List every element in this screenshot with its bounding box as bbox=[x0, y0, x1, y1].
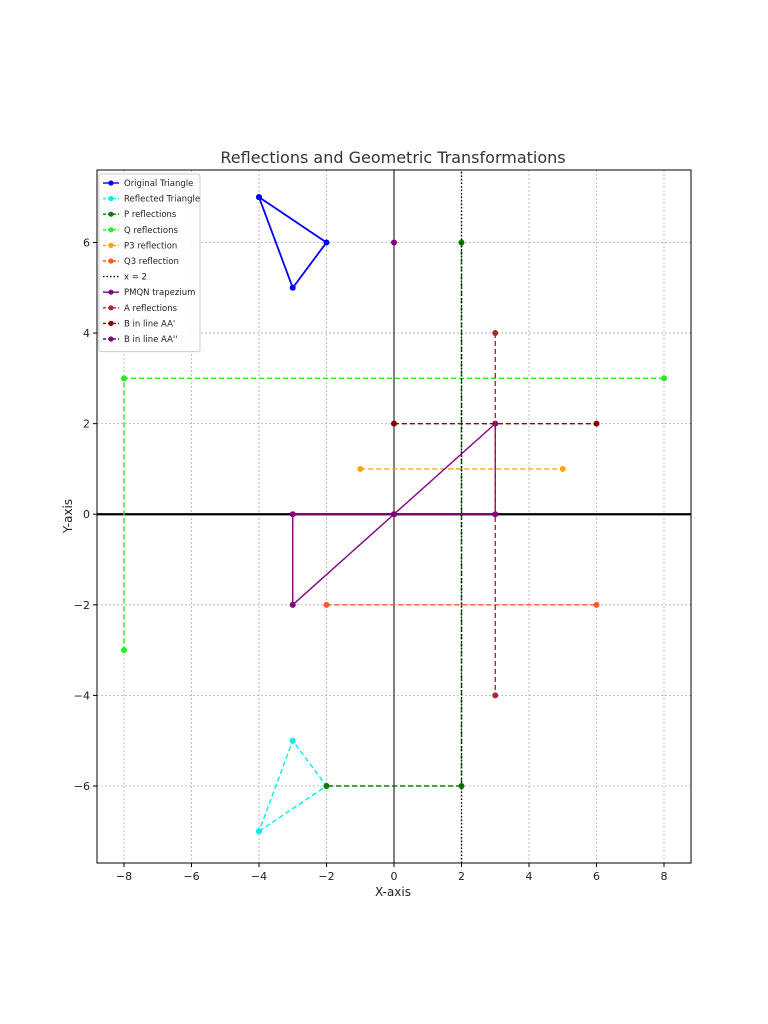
legend-marker bbox=[108, 336, 114, 342]
legend-marker bbox=[108, 180, 114, 186]
legend-marker bbox=[108, 196, 114, 202]
legend-label: P reflections bbox=[124, 210, 177, 220]
series-0 bbox=[256, 194, 330, 291]
legend-marker bbox=[108, 289, 114, 295]
series-7 bbox=[289, 420, 499, 608]
data-point bbox=[289, 284, 296, 291]
legend-label: Reflected Triangle bbox=[124, 195, 200, 205]
data-point bbox=[661, 375, 667, 382]
data-point bbox=[357, 465, 364, 472]
series-line bbox=[258, 739, 328, 832]
y-tick-label: 4 bbox=[83, 327, 90, 340]
legend-marker bbox=[108, 305, 114, 311]
y-tick-label: −4 bbox=[74, 689, 90, 702]
legend-marker bbox=[108, 258, 114, 264]
data-point bbox=[121, 375, 127, 382]
series-4 bbox=[357, 465, 566, 472]
series-line bbox=[258, 196, 328, 290]
x-tick-label: 2 bbox=[458, 870, 465, 883]
data-point bbox=[492, 511, 499, 518]
legend-label: B in line AA' bbox=[124, 319, 175, 329]
legend-label: Q3 reflection bbox=[124, 257, 179, 267]
data-point bbox=[323, 601, 330, 608]
legend-label: Q reflections bbox=[124, 226, 178, 236]
legend-marker bbox=[108, 242, 114, 248]
chart-title: Reflections and Geometric Transformation… bbox=[220, 148, 565, 167]
data-point bbox=[391, 420, 397, 427]
data-point bbox=[289, 601, 296, 608]
legend: Original Triangle Reflected Triangle P ref… bbox=[98, 173, 201, 353]
series-5 bbox=[323, 601, 600, 608]
x-tick-label: 8 bbox=[661, 870, 668, 883]
legend-label: PMQN trapezium bbox=[124, 288, 195, 298]
legend-label: A reflections bbox=[124, 304, 178, 314]
x-tick-label: −2 bbox=[318, 870, 334, 883]
data-point bbox=[492, 692, 499, 699]
data-point bbox=[289, 737, 296, 744]
series-8 bbox=[492, 330, 499, 699]
x-tick-label: 0 bbox=[391, 870, 398, 883]
x-tick-label: −8 bbox=[116, 870, 132, 883]
series-3 bbox=[121, 375, 667, 654]
legend-label: x = 2 bbox=[124, 273, 147, 283]
data-point bbox=[323, 239, 330, 246]
series-10 bbox=[391, 239, 397, 246]
legend-marker bbox=[108, 227, 114, 233]
x-tick-label: −6 bbox=[183, 870, 199, 883]
data-point bbox=[256, 194, 262, 201]
data-point bbox=[121, 647, 127, 654]
data-point bbox=[323, 783, 330, 789]
y-axis-label: Y-axis bbox=[61, 499, 75, 534]
y-tick-label: −6 bbox=[74, 780, 90, 793]
y-tick-label: 0 bbox=[83, 508, 90, 521]
data-point bbox=[593, 420, 600, 427]
data-point bbox=[559, 465, 566, 472]
legend-marker bbox=[108, 211, 114, 217]
data-point bbox=[289, 511, 296, 518]
x-tick-label: 6 bbox=[593, 870, 600, 883]
data-point bbox=[492, 330, 499, 337]
x-tick-label: −4 bbox=[251, 870, 267, 883]
legend-label: Original Triangle bbox=[124, 179, 193, 189]
legend-box bbox=[98, 173, 201, 353]
series-layer bbox=[121, 170, 667, 863]
data-point bbox=[593, 601, 600, 608]
y-tick-label: 2 bbox=[83, 418, 90, 431]
series-line bbox=[326, 242, 463, 787]
data-point bbox=[391, 239, 397, 246]
data-point bbox=[256, 828, 262, 835]
y-tick-label: −2 bbox=[74, 599, 90, 612]
y-tick-label: 6 bbox=[83, 236, 90, 249]
legend-label: B in line AA'' bbox=[124, 335, 178, 345]
x-tick-label: 4 bbox=[526, 870, 533, 883]
data-point bbox=[391, 511, 397, 518]
series-9 bbox=[391, 420, 600, 427]
x-axis-label: X-axis bbox=[375, 885, 411, 899]
legend-marker bbox=[108, 320, 114, 326]
ticks: −8 −6 −4 −2 0 2 4 6 8 −6 −4 −2 0 2 4 6 bbox=[74, 236, 668, 883]
legend-label: P3 reflection bbox=[124, 241, 177, 251]
